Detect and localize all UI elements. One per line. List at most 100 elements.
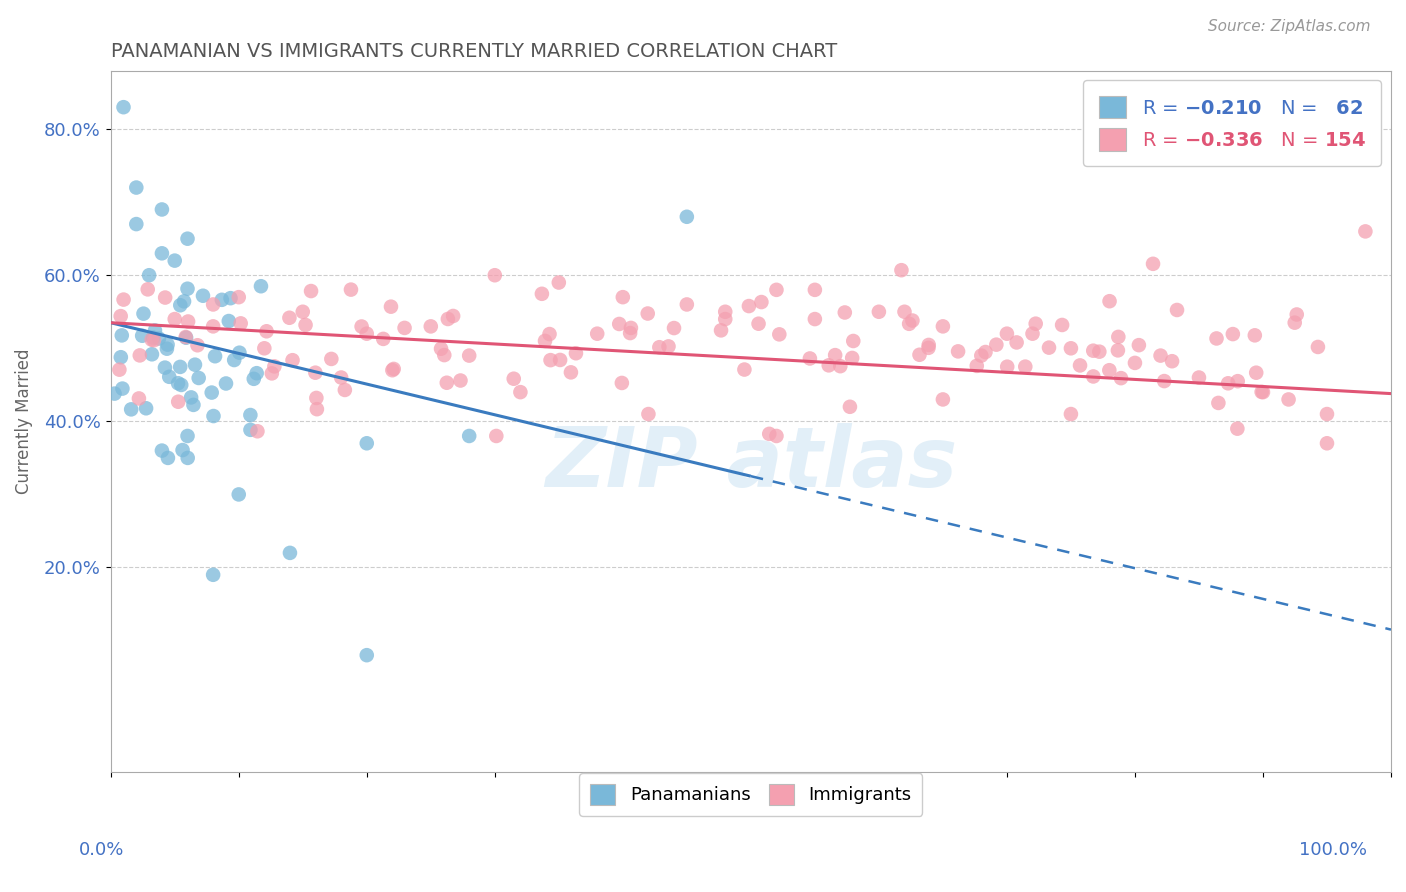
Point (156, 450, 179, 465)
Point (676, 210, 699, 224)
Point (340, 283, 363, 297)
Point (1025, 317, 1047, 331)
Point (202, 319, 225, 334)
Point (156, 342, 179, 356)
Point (1083, 369, 1105, 384)
Point (141, 333, 163, 347)
Point (176, 429, 198, 443)
Point (1109, 371, 1132, 385)
Point (441, 309, 464, 323)
Point (174, 331, 197, 345)
Point (103, 386, 125, 401)
Point (620, 321, 643, 335)
Point (932, 392, 955, 407)
Point (108, 362, 131, 376)
Point (433, 348, 456, 362)
Point (1123, 356, 1146, 370)
Point (1088, 344, 1111, 359)
Point (246, 424, 269, 438)
Point (169, 359, 191, 374)
Point (176, 282, 198, 296)
Point (1306, 340, 1329, 354)
Point (356, 436, 378, 450)
Point (1005, 335, 1028, 350)
Point (173, 294, 195, 309)
Point (218, 314, 240, 328)
Point (112, 293, 135, 307)
Point (278, 310, 301, 325)
Point (607, 317, 630, 331)
Point (1128, 338, 1150, 352)
Point (1098, 294, 1121, 309)
Point (1107, 343, 1129, 358)
Point (748, 317, 770, 331)
Point (153, 291, 176, 305)
Point (211, 293, 233, 307)
Point (419, 319, 441, 334)
Point (637, 407, 659, 421)
Point (167, 394, 190, 409)
Point (157, 369, 180, 384)
Point (610, 376, 633, 390)
Point (986, 337, 1008, 351)
Point (1098, 363, 1121, 377)
Point (733, 362, 755, 376)
Point (333, 383, 356, 397)
Point (1222, 327, 1244, 342)
Point (167, 376, 190, 391)
Point (898, 317, 921, 331)
Point (1208, 396, 1230, 410)
Point (156, 337, 179, 351)
Point (321, 351, 343, 366)
Point (1316, 436, 1339, 450)
Point (1060, 407, 1083, 421)
Point (128, 348, 150, 362)
Point (834, 305, 856, 319)
Point (229, 317, 252, 331)
Point (1354, 224, 1376, 238)
Point (502, 372, 524, 386)
Point (841, 351, 863, 365)
Point (142, 333, 165, 347)
Point (136, 282, 159, 296)
Point (172, 443, 194, 458)
Point (1142, 257, 1164, 271)
Point (824, 348, 846, 362)
Point (509, 385, 531, 400)
Point (430, 342, 453, 356)
Point (974, 345, 997, 359)
Point (817, 359, 839, 373)
Point (917, 341, 939, 355)
Point (714, 305, 737, 319)
Point (150, 443, 173, 458)
Point (163, 312, 186, 326)
Point (1244, 366, 1267, 380)
Point (170, 378, 193, 392)
Point (534, 334, 557, 348)
Point (714, 312, 737, 326)
Legend: Panamanians, Immigrants: Panamanians, Immigrants (579, 773, 922, 815)
Point (799, 351, 821, 366)
Point (1285, 308, 1308, 322)
Point (1205, 331, 1227, 345)
Point (215, 376, 238, 391)
Point (110, 350, 132, 364)
Point (548, 353, 571, 368)
Point (356, 326, 378, 341)
Point (458, 349, 481, 363)
Point (228, 345, 250, 359)
Point (1038, 341, 1060, 355)
Point (219, 291, 242, 305)
Point (804, 283, 827, 297)
Point (458, 429, 481, 443)
Text: 100.0%: 100.0% (1299, 840, 1367, 858)
Text: ZIP atlas: ZIP atlas (544, 423, 957, 504)
Point (868, 305, 890, 319)
Point (305, 391, 328, 405)
Point (908, 348, 931, 362)
Point (202, 297, 225, 311)
Point (128, 392, 150, 406)
Point (995, 359, 1018, 374)
Point (657, 339, 679, 353)
Point (169, 298, 191, 312)
